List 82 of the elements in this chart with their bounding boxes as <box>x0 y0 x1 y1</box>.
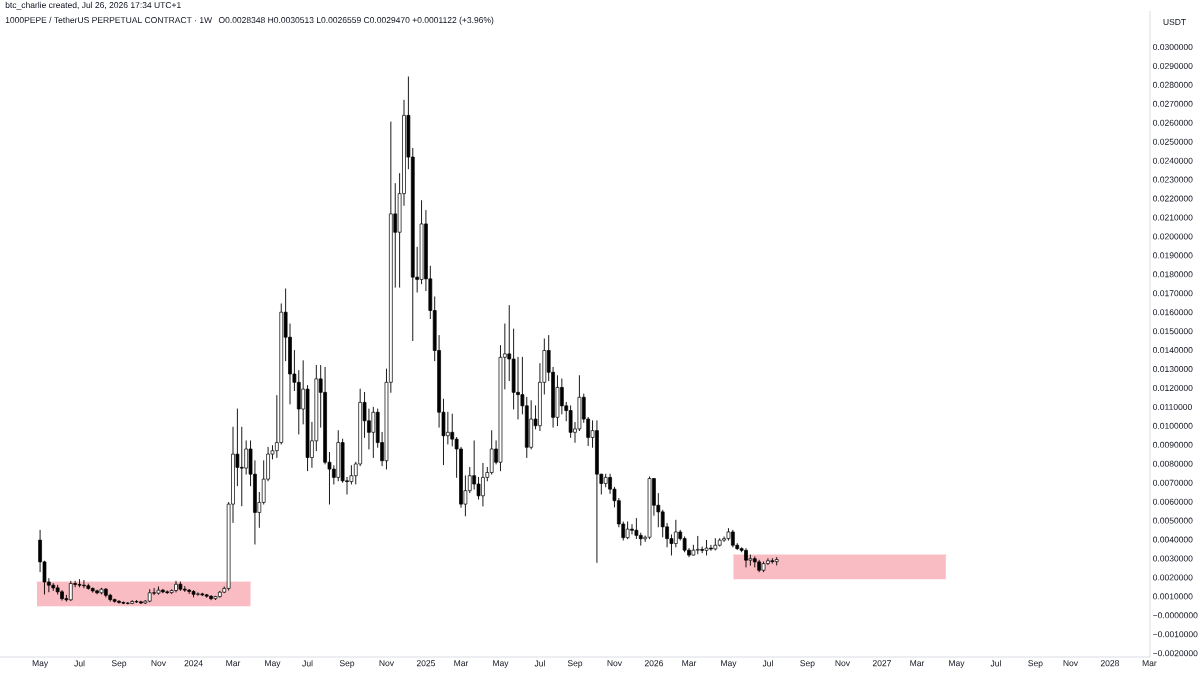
y-tick-label: 0.0190000 <box>1153 252 1193 259</box>
candlestick <box>371 406 376 458</box>
y-tick-label: 0.0180000 <box>1153 271 1193 278</box>
x-tick-label: 2024 <box>184 660 203 667</box>
x-tick-label: Mar <box>1142 660 1157 667</box>
candlestick <box>68 580 73 601</box>
x-tick-label: May <box>949 660 965 668</box>
candlestick <box>700 546 705 554</box>
y-tick-label: 0.0230000 <box>1153 176 1193 183</box>
x-tick-label: Nov <box>835 660 850 667</box>
x-tick-label: Mar <box>226 660 241 667</box>
y-tick-label: 0.0210000 <box>1153 214 1193 221</box>
candlestick <box>704 539 709 556</box>
y-tick-label: −0.0000000 <box>1153 612 1198 619</box>
candlestick <box>125 601 130 605</box>
x-tick-label: Nov <box>379 660 394 667</box>
y-tick-label: 0.0250000 <box>1153 138 1193 145</box>
y-tick-label: 0.0160000 <box>1153 309 1193 316</box>
y-tick-label: 0.0080000 <box>1153 460 1193 467</box>
y-tick-label: 0.0270000 <box>1153 100 1193 107</box>
y-tick-label: 0.0010000 <box>1153 593 1193 600</box>
x-tick-label: Mar <box>682 660 697 667</box>
x-tick-label: Jul <box>534 660 545 667</box>
x-tick-label: Sep <box>800 660 815 668</box>
text: btc_charlie created, Jul 26, 2026 17:34 UTC+1 <box>5 1 181 10</box>
y-tick-label: 0.0030000 <box>1153 555 1193 562</box>
x-tick-label: May <box>32 660 49 668</box>
candlestick <box>165 590 170 594</box>
y-tick-label: 0.0300000 <box>1153 43 1193 50</box>
candlestick <box>239 426 244 507</box>
y-tick-label: 0.0290000 <box>1153 62 1193 69</box>
y-tick-label: −0.0020000 <box>1153 650 1198 657</box>
candlestick <box>695 535 700 555</box>
candlestick <box>748 554 753 566</box>
y-tick-label: 0.0150000 <box>1153 328 1193 335</box>
x-tick-label: Mar <box>910 660 925 667</box>
y-tick-label: 0.0240000 <box>1153 157 1193 164</box>
candlestick <box>182 586 187 592</box>
y-tick-label: 0.0280000 <box>1153 81 1193 88</box>
x-tick-label: Mar <box>454 660 469 667</box>
x-tick-label: May <box>493 660 509 668</box>
y-tick-label: 0.0220000 <box>1153 195 1193 202</box>
y-tick-label: 0.0170000 <box>1153 290 1193 297</box>
y-tick-label: 0.0130000 <box>1153 366 1193 373</box>
x-tick-label: 2028 <box>1100 660 1120 667</box>
x-tick-label: Nov <box>607 660 622 667</box>
y-tick-label: 0.0090000 <box>1153 441 1193 448</box>
candlestick <box>489 430 494 475</box>
y-tick-label: 0.0260000 <box>1153 119 1193 126</box>
y-axis-title: USDT <box>1163 18 1186 25</box>
x-tick-label: Jul <box>74 660 85 667</box>
candlestick <box>77 579 82 588</box>
y-tick-label: 0.0120000 <box>1153 384 1193 391</box>
x-tick-label: 2025 <box>416 660 436 667</box>
y-tick-label: 0.0140000 <box>1153 347 1193 354</box>
x-tick-label: May <box>721 660 737 668</box>
text: 1000PEPE / TetherUS PERPETUAL CONTRACT · 1W <box>5 16 213 24</box>
x-tick-label: Jul <box>762 660 773 667</box>
x-tick-label: Jul <box>302 660 313 667</box>
x-tick-label: Sep <box>111 660 127 668</box>
y-tick-label: 0.0060000 <box>1153 498 1193 505</box>
x-tick-label: Nov <box>151 660 166 667</box>
y-tick-label: 0.0200000 <box>1153 233 1193 240</box>
y-tick-label: 0.0050000 <box>1153 517 1193 524</box>
y-tick-label: −0.0010000 <box>1153 631 1198 638</box>
x-tick-label: Sep <box>339 660 355 668</box>
text: O0.0028348 H0.0030513 L0.0026559 C0.0029470 +0.0001122 (+3.96%) <box>218 16 494 25</box>
x-tick-label: 2026 <box>644 660 664 667</box>
y-tick-label: 0.0110000 <box>1153 403 1192 410</box>
x-tick-label: Sep <box>567 660 583 668</box>
candlestick <box>770 558 775 564</box>
candlestick <box>244 440 249 475</box>
y-tick-label: 0.0100000 <box>1153 422 1193 429</box>
x-tick-label: Sep <box>1028 660 1043 668</box>
y-tick-label: 0.0070000 <box>1153 479 1193 486</box>
x-tick-label: May <box>265 660 281 668</box>
candlestick <box>450 413 455 447</box>
y-tick-label: 0.0020000 <box>1153 574 1193 581</box>
x-tick-label: 2027 <box>872 660 891 667</box>
x-tick-label: Nov <box>1063 660 1078 667</box>
x-tick-label: Jul <box>990 660 1001 667</box>
y-tick-label: 0.0040000 <box>1153 536 1193 543</box>
